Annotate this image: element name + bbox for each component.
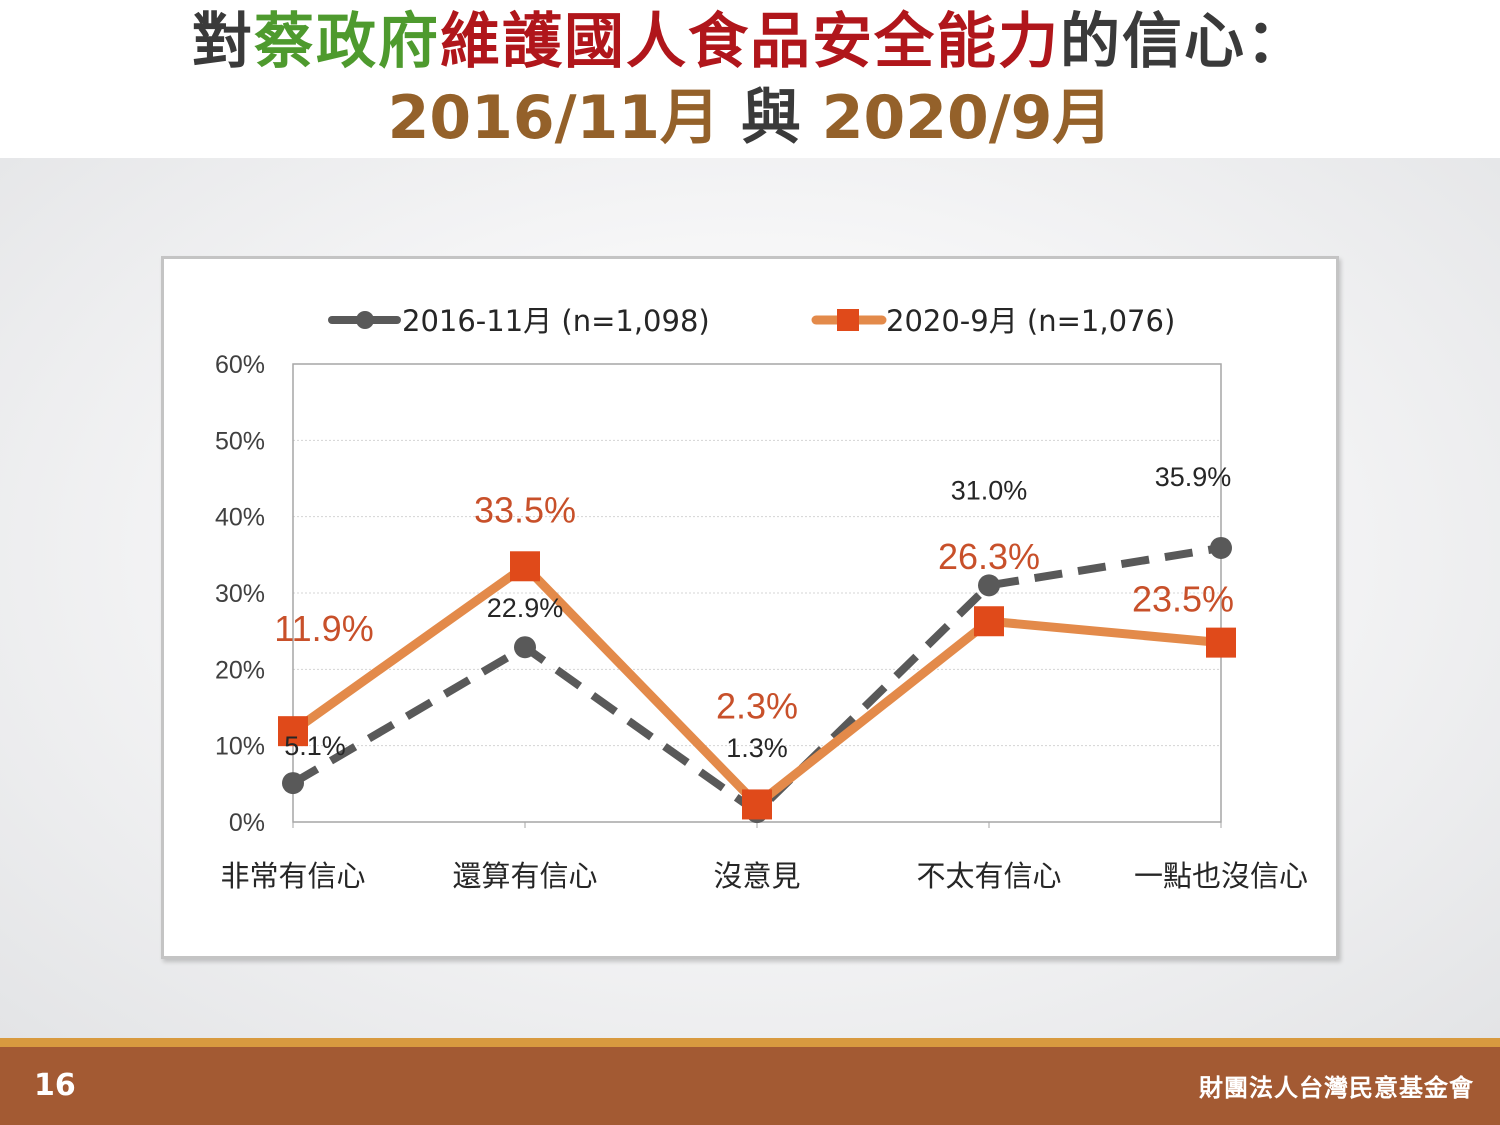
- series-marker-2020: [1206, 627, 1236, 658]
- y-tick-label: 20%: [215, 656, 265, 684]
- x-tick-label: 一點也沒信心: [1134, 859, 1308, 893]
- data-label-2016: 22.9%: [487, 593, 564, 623]
- y-tick-label: 0%: [229, 809, 265, 837]
- title-seg-2: 蔡政府: [254, 7, 440, 77]
- x-tick-label: 非常有信心: [220, 859, 365, 893]
- series-marker-2016: [282, 772, 304, 795]
- y-tick-label: 10%: [215, 733, 265, 761]
- series-marker-2020: [278, 716, 308, 747]
- subtitle-date-a: 2016/11月: [387, 83, 720, 153]
- data-label-2020: 11.9%: [274, 608, 373, 649]
- y-tick-label: 40%: [215, 504, 265, 532]
- legend-marker-2020: [837, 309, 859, 331]
- page-subtitle: 2016/11月 與 2020/9月: [0, 80, 1500, 156]
- y-tick-label: 50%: [215, 427, 265, 455]
- title-area: 對蔡政府維護國人食品安全能力的信心： 2016/11月 與 2020/9月: [0, 0, 1500, 158]
- data-label-2016: 35.9%: [1155, 462, 1232, 492]
- chart-frame: 0% 10% 20% 30% 40% 50% 60% 非常有信心 還算有信心 沒意見 不太有信心 一點…: [161, 256, 1339, 959]
- page-title: 對蔡政府維護國人食品安全能力的信心：: [0, 4, 1500, 80]
- title-seg-4: 的信心：: [1060, 7, 1308, 77]
- title-seg-3: 維護國人食品安全能力: [440, 7, 1060, 77]
- series-marker-2016: [978, 574, 1000, 597]
- series-marker-2016: [1210, 536, 1232, 559]
- series-marker-2020: [974, 606, 1004, 637]
- title-seg-1: 對: [192, 7, 254, 77]
- x-tick-label: 還算有信心: [452, 859, 597, 893]
- data-label-2020: 2.3%: [716, 685, 798, 726]
- series-marker-2016: [514, 636, 536, 659]
- legend-label-2020: 2020-9月 (n=1,076): [886, 304, 1175, 338]
- series-marker-2020: [742, 789, 772, 820]
- subtitle-connector: 與: [740, 83, 801, 153]
- x-tick-label: 沒意見: [713, 859, 800, 893]
- organization-name: 財團法人台灣民意基金會: [1199, 1074, 1474, 1102]
- data-label-2020: 23.5%: [1132, 579, 1234, 620]
- series-line-2016: [290, 544, 1222, 817]
- data-label-2016: 1.3%: [726, 733, 788, 763]
- legend-label-2016: 2016-11月 (n=1,098): [402, 304, 710, 338]
- page-number: 16: [34, 1068, 76, 1103]
- data-label-2016: 31.0%: [951, 475, 1028, 505]
- legend-marker-2016: [356, 311, 374, 329]
- line-chart: 0% 10% 20% 30% 40% 50% 60% 非常有信心 還算有信心 沒意見 不太有信心 一點…: [215, 304, 1308, 893]
- data-label-2020: 26.3%: [938, 536, 1040, 577]
- footer-stripe: [0, 1038, 1500, 1047]
- footer-band: [0, 1038, 1500, 1125]
- x-tick-label: 不太有信心: [916, 859, 1061, 893]
- data-label-2020: 33.5%: [474, 489, 576, 530]
- subtitle-date-b: 2020/9月: [821, 83, 1113, 153]
- series-marker-2020: [510, 551, 540, 582]
- y-tick-label: 30%: [215, 580, 265, 608]
- y-tick-label: 60%: [215, 351, 265, 379]
- data-label-2016: 5.1%: [284, 731, 346, 761]
